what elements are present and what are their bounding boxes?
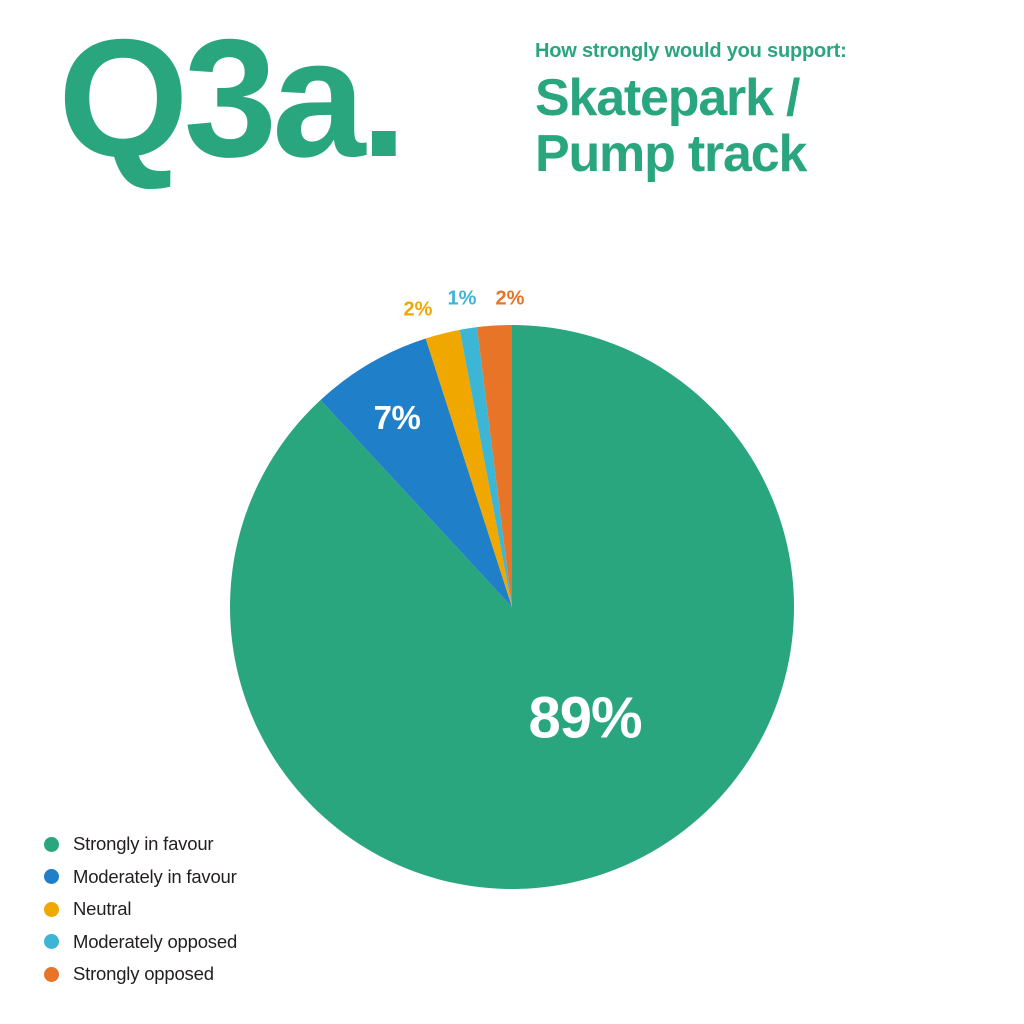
legend-item[interactable]: Moderately opposed <box>44 926 237 959</box>
legend-item-label: Strongly opposed <box>73 963 214 985</box>
question-subject: Skatepark / Pump track <box>535 70 995 182</box>
pie-callout-moderately-opposed: 1% <box>447 287 477 310</box>
pie-slice[interactable] <box>230 325 795 889</box>
legend-swatch-icon <box>44 869 59 885</box>
legend-item[interactable]: Neutral <box>44 893 237 926</box>
pie-callout-neutral: 2% <box>403 298 433 321</box>
question-subject-line-1: Skatepark / <box>535 69 800 127</box>
chart-legend: Strongly in favour Moderately in favour Ne… <box>44 828 237 991</box>
pie-label-moderately-in-favour: 7% <box>373 399 421 436</box>
question-kicker: How strongly would you support: <box>535 40 847 62</box>
question-subject-line-2: Pump track <box>535 125 807 184</box>
pie-label-strongly-in-favour: 89% <box>528 685 642 751</box>
legend-item-label: Strongly in favour <box>73 833 214 855</box>
pie-callout-strongly-opposed: 2% <box>495 287 525 310</box>
legend-swatch-icon <box>44 901 59 917</box>
legend-item-label: Neutral <box>73 898 132 920</box>
question-header: How strongly would you support: Skatepar… <box>535 40 995 182</box>
legend-item-label: Moderately in favour <box>73 865 237 887</box>
pie-slice-group <box>230 325 795 889</box>
pie-slice[interactable] <box>320 338 513 607</box>
legend-swatch-icon <box>44 934 59 950</box>
page-title: Q3a. <box>58 4 407 192</box>
legend-item[interactable]: Moderately in favour <box>44 861 237 894</box>
pie-slice[interactable] <box>425 329 512 607</box>
legend-item[interactable]: Strongly opposed <box>44 958 237 991</box>
pie-slice[interactable] <box>459 327 512 607</box>
legend-item-label: Moderately opposed <box>73 930 238 952</box>
legend-swatch-icon <box>44 966 59 982</box>
legend-item[interactable]: Strongly in favour <box>44 828 237 861</box>
pie-slice[interactable] <box>477 325 512 607</box>
legend-swatch-icon <box>44 836 59 852</box>
